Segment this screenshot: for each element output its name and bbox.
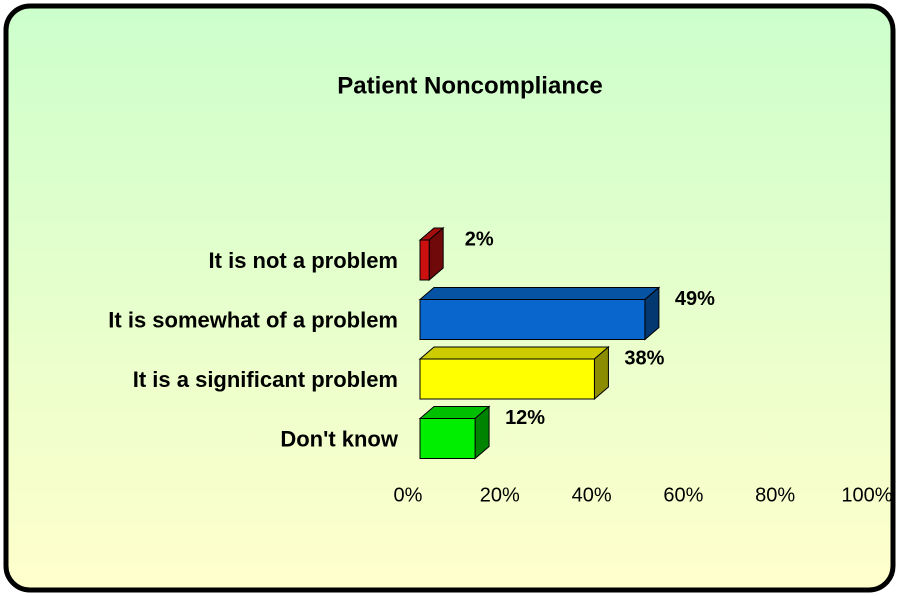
bar-top	[418, 346, 610, 360]
x-tick-label: 80%	[755, 484, 795, 506]
bar	[419, 239, 430, 281]
value-label: 49%	[675, 288, 715, 310]
category-label: Don't know	[280, 426, 399, 451]
category-label: It is not a problem	[209, 248, 398, 273]
x-tick-label: 60%	[663, 484, 703, 506]
value-label: 2%	[465, 228, 494, 250]
chart-title: Patient Noncompliance	[337, 72, 602, 99]
x-tick-label: 20%	[480, 484, 520, 506]
category-label: It is somewhat of a problem	[108, 307, 398, 332]
bar	[419, 299, 646, 340]
value-label: 12%	[505, 407, 545, 429]
bar	[419, 418, 476, 459]
x-tick-label: 0%	[394, 484, 423, 506]
value-label: 38%	[624, 347, 664, 369]
x-tick-label: 100%	[841, 484, 892, 506]
bar	[419, 358, 595, 400]
category-label: It is a significant problem	[133, 367, 398, 392]
x-tick-label: 40%	[572, 484, 612, 506]
bar-top	[418, 287, 661, 300]
